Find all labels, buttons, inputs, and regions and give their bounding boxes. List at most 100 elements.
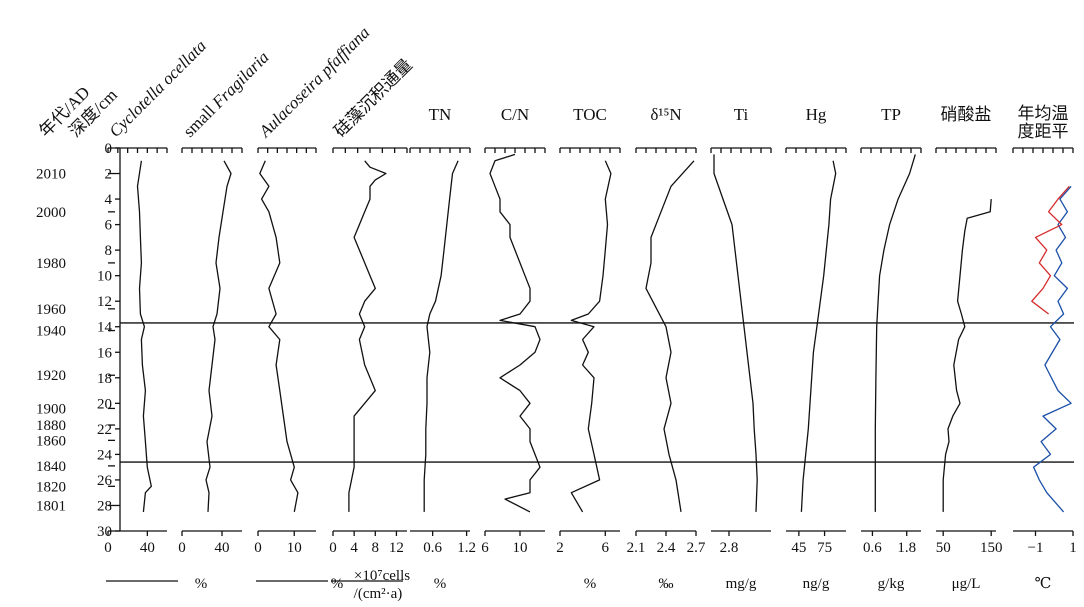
panel-10: 0.6 1.8 TP g/kg <box>860 105 922 592</box>
panel-title: 硝酸盐 <box>941 105 992 124</box>
panel-title-part: Fragilaria <box>208 48 273 113</box>
age-tick-label: 2010 <box>36 167 66 183</box>
panel-title: C/N <box>501 105 529 124</box>
profile-line-6-0 <box>570 160 612 513</box>
panel-title: TOC <box>573 105 607 124</box>
profile-line-12-0 <box>1032 185 1072 513</box>
panel-title-line: 年均温 <box>1018 104 1069 123</box>
depth-tick-label: 18 <box>97 371 112 387</box>
panel-9: 45 75 Hg ng/g <box>785 105 847 592</box>
profile-line-4-0 <box>423 160 459 512</box>
profile-line-0-0 <box>136 160 152 512</box>
panel-tick-label: 6 <box>481 540 489 556</box>
panel-tick-label: 150 <box>980 540 1003 556</box>
depth-tick-label: 4 <box>105 192 113 208</box>
panel-tick-label: 0.6 <box>863 540 882 556</box>
depth-age-axes: 年代/AD 深度/cm 0246810121416182022242628302… <box>35 83 1074 540</box>
panel-title: Ti <box>734 105 749 124</box>
panel-unit: /(cm²·a) <box>354 586 403 602</box>
depth-tick-label: 26 <box>97 473 113 489</box>
depth-tick-label: 20 <box>97 396 112 412</box>
panel-11: 50 150 硝酸盐 μg/L <box>935 105 1003 592</box>
panel-tick-label: 45 <box>791 540 806 556</box>
panel-tick-label: 10 <box>287 540 302 556</box>
profile-line-5-0 <box>489 153 541 513</box>
age-tick-label: 1960 <box>36 302 66 318</box>
panel-tick-label: 0.6 <box>423 540 442 556</box>
depth-tick-label: 6 <box>105 218 113 234</box>
depth-tick-label: 22 <box>97 422 112 438</box>
panel-unit: ℃ <box>1035 576 1052 592</box>
panel-unit: % <box>331 576 344 592</box>
panel-tick-label: 2.7 <box>687 540 706 556</box>
panel-title: TN <box>429 105 452 124</box>
panel-tick-label: 40 <box>140 540 155 556</box>
panel-7: 2.1 2.4 2.7 δ¹⁵N ‰ <box>627 105 706 592</box>
panel-8: 2.8 Ti mg/g <box>710 105 772 592</box>
depth-tick-label: 30 <box>97 524 112 540</box>
depth-tick-label: 12 <box>97 294 112 310</box>
panel-tick-label: 8 <box>372 540 380 556</box>
panel-unit: % <box>195 576 208 592</box>
depth-tick-label: 8 <box>105 243 113 259</box>
profile-line-10-0 <box>874 154 916 512</box>
profile-line-11-0 <box>942 199 992 512</box>
depth-tick-label: 14 <box>97 320 113 336</box>
depth-tick-label: 28 <box>97 498 112 514</box>
panel-5: 6 10 C/N <box>481 105 546 556</box>
panel-unit: ‰ <box>659 576 674 592</box>
panel-unit: μg/L <box>952 576 981 592</box>
panel-unit: mg/g <box>726 576 757 592</box>
depth-tick-label: 2 <box>105 167 113 183</box>
panel-tick-label: 1 <box>1069 540 1077 556</box>
panel-unit: % <box>584 576 597 592</box>
profile-line-12-1 <box>1031 185 1070 315</box>
panel-tick-label: 0 <box>104 540 112 556</box>
age-tick-label: 1860 <box>36 433 66 449</box>
age-tick-label: 1880 <box>36 418 66 434</box>
panel-tick-label: 6 <box>602 540 610 556</box>
panel-tick-label: 0 <box>329 540 337 556</box>
panel-tick-label: 4 <box>350 540 358 556</box>
panel-tick-label: 1.2 <box>457 540 476 556</box>
depth-tick-label: 16 <box>97 345 113 361</box>
panel-tick-label: 2.1 <box>627 540 646 556</box>
age-tick-label: 1820 <box>36 479 66 495</box>
panel-title: Hg <box>806 105 827 124</box>
profile-line-9-0 <box>800 160 837 512</box>
panel-tick-label: 0 <box>178 540 186 556</box>
age-tick-label: 2000 <box>36 205 66 221</box>
panel-tick-label: 0 <box>254 540 262 556</box>
panel-tick-label: 12 <box>389 540 404 556</box>
panel-tick-label: 2 <box>556 540 564 556</box>
age-tick-label: 1920 <box>36 368 66 384</box>
panel-tick-label: 10 <box>513 540 528 556</box>
panel-6: 2 6 TOC% <box>556 105 621 592</box>
panel-tick-label: 40 <box>215 540 230 556</box>
depth-tick-label: 24 <box>97 447 113 463</box>
age-tick-label: 1801 <box>36 498 66 514</box>
panel-unit: ng/g <box>803 576 830 592</box>
panel-tick-label: −1 <box>1028 540 1044 556</box>
panel-unit: % <box>434 576 447 592</box>
panel-title: 硅藻沉积通量 <box>330 55 416 141</box>
depth-tick-label: 10 <box>97 269 112 285</box>
age-tick-label: 1840 <box>36 459 66 475</box>
panel-title: δ¹⁵N <box>650 105 681 124</box>
panel-unit: g/kg <box>878 576 905 592</box>
panel-title: TP <box>881 105 901 124</box>
panel-4: 0.6 1.2 TN% <box>409 105 476 592</box>
age-tick-label: 1980 <box>36 256 66 272</box>
profile-line-8-0 <box>713 154 758 512</box>
profile-line-1-0 <box>205 160 232 512</box>
panel-tick-label: 2.4 <box>657 540 676 556</box>
panel-unit: ×10⁷cells <box>354 568 410 584</box>
panel-3: 0 4 8 12 硅藻沉积通量 ×10⁷cells /(cm²·a) <box>329 55 416 602</box>
profile-line-7-0 <box>645 160 695 513</box>
panel-tick-label: 2.8 <box>720 540 739 556</box>
panel-tick-label: 1.8 <box>897 540 916 556</box>
profile-line-2-0 <box>259 160 299 513</box>
